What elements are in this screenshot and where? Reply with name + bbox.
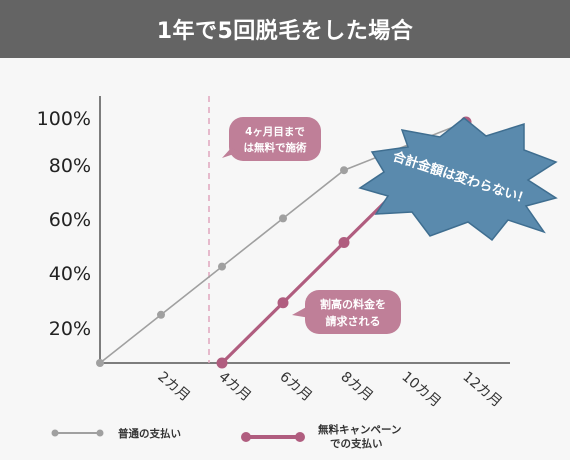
annotation-higher-fees: 割高の料金を 請求される: [292, 290, 401, 334]
x-tick-label: 6カ月: [276, 369, 315, 405]
x-tick-label: 2カ月: [154, 369, 193, 405]
legend: 普通の支払い 無料キャンペーン での支払い: [51, 423, 401, 450]
y-tick-label: 80%: [49, 155, 91, 177]
annotation-free-until-4-months: 4ヶ月目まで は無料で施術: [222, 117, 321, 161]
legend-item-free-campaign: 無料キャンペーン での支払い: [241, 423, 401, 450]
data-point: [216, 357, 228, 369]
series-regular-payment: [96, 121, 467, 367]
y-tick-label: 20%: [49, 318, 91, 340]
legend-label: 無料キャンペーン: [318, 423, 401, 436]
chart-area: 20% 40% 60% 80% 100% 2カ月 4カ月 6カ月 8カ月 10カ月 12カ月 4ヶ…: [0, 58, 570, 456]
x-tick-label: 12カ月: [459, 369, 504, 411]
legend-item-regular-payment: 普通の支払い: [51, 427, 181, 440]
y-tick-label: 40%: [49, 263, 91, 285]
data-point: [96, 359, 104, 367]
annotation-line: 4ヶ月目まで: [245, 126, 305, 138]
data-point: [277, 297, 289, 309]
data-point: [218, 262, 226, 271]
y-tick-label: 100%: [37, 108, 91, 130]
line-chart: 20% 40% 60% 80% 100% 2カ月 4カ月 6カ月 8カ月 10カ月 12カ月 4ヶ…: [37, 96, 558, 450]
x-tick-label: 10カ月: [398, 369, 443, 411]
data-point: [279, 214, 287, 223]
legend-label: 普通の支払い: [118, 427, 181, 440]
chart-title: 1年で5回脱毛をした場合: [156, 19, 414, 44]
data-point: [338, 237, 350, 248]
y-tick-label: 60%: [49, 209, 91, 231]
annotation-line: 割高の料金を: [320, 297, 386, 311]
title-banner: 1年で5回脱毛をした場合: [0, 0, 570, 58]
data-point: [340, 166, 348, 175]
x-tick-label: 8カ月: [337, 369, 376, 405]
x-tick-label: 4カ月: [215, 369, 254, 405]
series-line: [99, 121, 467, 364]
data-point: [157, 310, 165, 319]
annotation-line: 請求される: [326, 314, 381, 328]
annotation-line: は無料で施術: [244, 141, 307, 154]
legend-label: での支払い: [330, 437, 383, 450]
annotation-same-total: 合計金額は変わらない！: [358, 117, 558, 242]
